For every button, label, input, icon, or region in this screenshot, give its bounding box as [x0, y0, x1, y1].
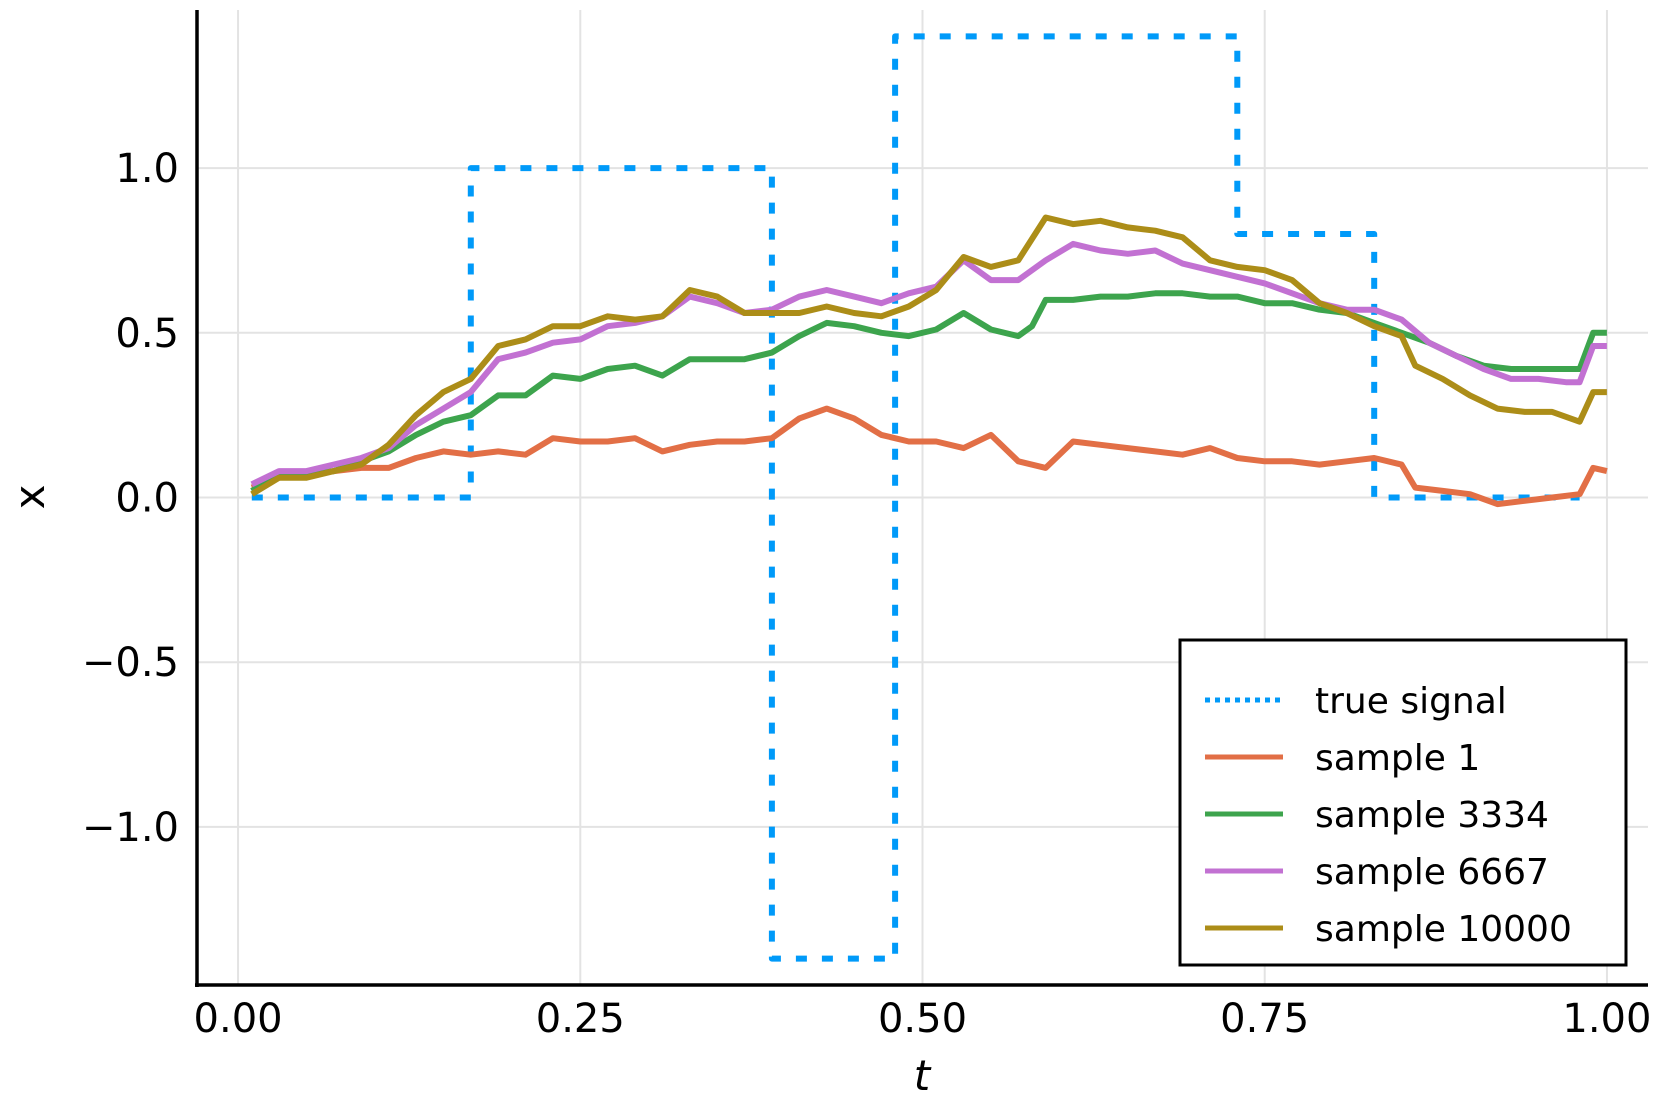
x-tick-label: 1.00	[1562, 996, 1651, 1042]
x-tick-label: 0.50	[878, 996, 967, 1042]
legend-label: sample 3334	[1315, 795, 1549, 836]
y-tick-label: 0.5	[115, 311, 179, 357]
x-tick-label: 0.00	[194, 996, 283, 1042]
x-tick-label: 0.75	[1220, 996, 1309, 1042]
y-tick-label: −1.0	[82, 805, 179, 851]
legend-label: true signal	[1315, 681, 1507, 722]
series-line-sample-10000	[250, 214, 1607, 497]
axes	[195, 10, 1648, 987]
series-line-sample-3334	[250, 290, 1607, 494]
legend-label: sample 10000	[1315, 909, 1572, 950]
legend-label: sample 6667	[1315, 852, 1549, 893]
y-tick-label: 0.0	[115, 476, 179, 522]
legend-box	[1178, 638, 1628, 967]
y-axis-label: x	[5, 485, 54, 510]
x-axis-label: t	[914, 1051, 932, 1100]
legend: true signal sample 1 sample 3334 sample 666…	[1178, 638, 1628, 967]
y-tick-label: 1.0	[115, 146, 179, 192]
x-tick-label: 0.25	[536, 996, 625, 1042]
series-line-sample-1	[250, 405, 1608, 508]
series-group	[250, 33, 1608, 962]
tick-labels: 0.00 0.25 0.50 0.75 1.00 1.0 0.5 0.0 −0.5 −1.0	[82, 146, 1652, 1042]
legend-label: sample 1	[1315, 738, 1480, 779]
series-line-true-signal	[251, 33, 1580, 962]
y-tick-label: −0.5	[82, 640, 179, 686]
